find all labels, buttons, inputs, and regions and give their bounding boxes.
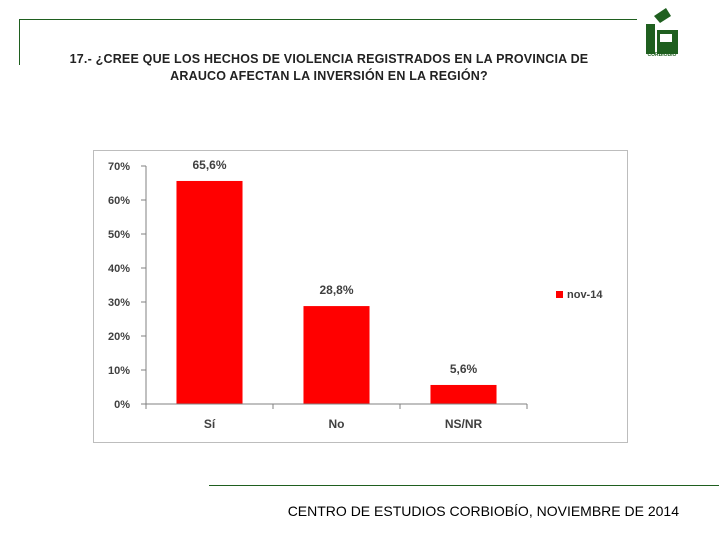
x-tick-label: NS/NR [445,417,483,431]
footer-rule [209,485,719,486]
corbiobio-logo [646,8,678,54]
footer-text: CENTRO DE ESTUDIOS CORBIOBÍO, NOVIEMBRE … [287,503,679,519]
y-tick-label: 10% [108,365,130,377]
y-tick-label: 60% [108,195,130,207]
x-tick-label: No [329,417,345,431]
y-tick-label: 50% [108,229,130,241]
y-tick-label: 70% [108,161,130,173]
y-tick-label: 20% [108,331,130,343]
logo-text: CORBIOBIO [647,52,677,58]
legend-label: nov-14 [567,289,603,301]
bar [430,384,497,404]
data-label: 5,6% [450,362,478,376]
bar [303,306,370,404]
bar-chart: 0% 10% 20% 30% 40% 50% 60% 70% 65,6% 28,8% 5,6% S… [108,158,603,431]
bars: 65,6% 28,8% 5,6% [176,158,497,404]
legend-swatch [556,291,563,298]
chart-frame: 0% 10% 20% 30% 40% 50% 60% 70% 65,6% 28,8% 5,6% S… [93,150,628,443]
y-tick-label: 30% [108,297,130,309]
data-label: 65,6% [192,158,226,172]
x-axis: Sí No NS/NR [145,403,528,431]
legend: nov-14 [556,289,603,301]
page-title: 17.- ¿CREE QUE LOS HECHOS DE VIOLENCIA R… [30,51,628,85]
y-tick-label: 40% [108,263,130,275]
bar [176,180,243,404]
x-tick-label: Sí [204,417,216,431]
y-tick-label: 0% [114,399,130,411]
header-rule [19,19,637,20]
data-label: 28,8% [319,283,353,297]
header-rule-tick [19,19,20,65]
y-axis: 0% 10% 20% 30% 40% 50% 60% 70% [108,161,147,411]
title-line-1: 17.- ¿CREE QUE LOS HECHOS DE VIOLENCIA R… [69,52,589,66]
title-line-2: ARAUCO AFECTAN LA INVERSIÓN EN LA REGIÓN… [170,69,488,83]
